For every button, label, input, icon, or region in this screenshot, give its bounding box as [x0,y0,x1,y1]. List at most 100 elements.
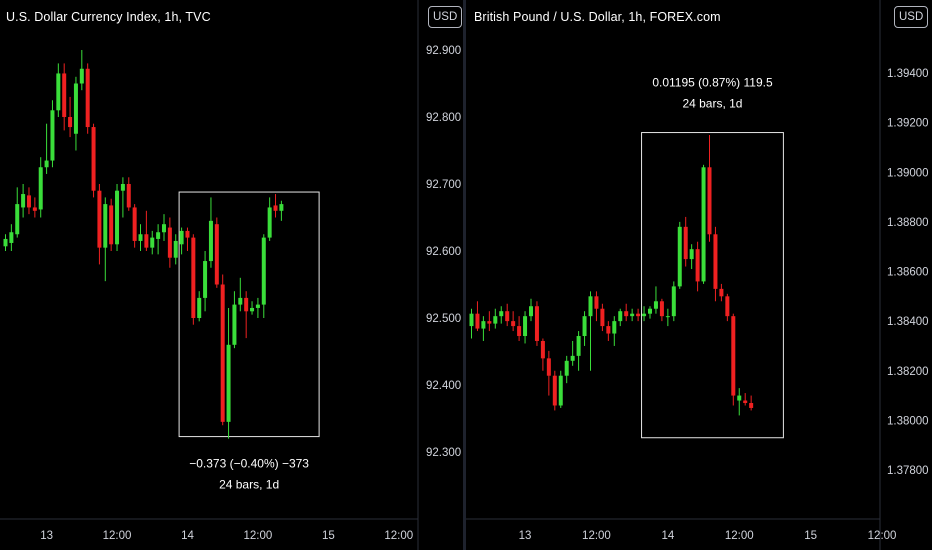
measure-bars-label: 24 bars, 1d [682,97,742,111]
candle-body [250,307,255,312]
price-tick-label: 1.38400 [887,316,929,328]
candle-body [481,321,486,329]
candle-body [707,167,712,235]
candle-body [737,395,742,401]
chart-canvas-dxy[interactable]: 92.900 92.800 92.700 92.600 92.500 92.400 92.3… [0,0,463,550]
candle-body [214,224,219,285]
candle [725,293,730,322]
candle-body [73,83,78,134]
price-tick-label: 92.900 [426,45,461,57]
candle-body [469,313,474,327]
candle [749,395,754,411]
candle-body [9,232,14,243]
price-tick-label: 1.39400 [887,68,929,80]
candle [220,274,225,426]
time-tick-label: 12:00 [725,530,754,542]
candle [32,197,37,218]
price-tick-label: 92.600 [426,246,461,258]
candle-body [683,226,688,260]
candle [261,234,266,318]
candle [115,184,120,251]
price-range-measure-box[interactable] [641,132,784,439]
candle-body [3,238,8,247]
candle [570,340,575,366]
candle [493,308,498,329]
candle [588,291,593,371]
time-tick-label: 15 [322,530,335,542]
candle [606,321,611,341]
candle-body [600,308,605,327]
measure-change-label: 0.01195 (0.87%) 119.5 [652,76,773,90]
candle-body [203,261,208,298]
candle-body [179,230,184,245]
candle-body [564,360,569,376]
candle [618,308,623,327]
candle [191,234,196,325]
candle-body [44,160,49,168]
candle [564,355,569,384]
candle-body [511,321,516,327]
chart-pane-dxy[interactable]: 92.900 92.800 92.700 92.600 92.500 92.400 92.3… [0,0,463,550]
candle-body [15,204,20,235]
candle-body [475,313,480,329]
price-tick-label: 1.39200 [887,118,929,130]
candle [238,277,243,312]
time-tick-label: 12:00 [244,530,273,542]
candle [505,303,510,327]
candle-body [126,184,131,208]
candle [144,210,149,251]
candle-body [267,207,272,238]
candle-body [91,127,96,191]
price-tick-label: 92.300 [426,447,461,459]
candle-body [279,204,284,211]
candle-body [523,316,528,337]
candle [279,200,284,221]
candle [487,311,492,332]
candle-body [749,403,754,408]
candle [255,297,260,318]
candle-body [97,190,102,248]
candle [156,224,161,255]
price-tick-label: 1.38600 [887,267,929,279]
currency-unit-badge[interactable]: USD [428,6,463,28]
candle-body [487,321,492,324]
time-tick-label: 12:00 [384,530,413,542]
candle-body [725,296,730,317]
candle [558,370,563,408]
candle [109,198,114,251]
candle [552,370,557,411]
candle-body [185,230,190,238]
candle [161,214,166,241]
time-tick-label: 13 [519,530,532,542]
chart-canvas-gbpusd[interactable]: 1.39400 1.39200 1.39000 1.38800 1.38600 1.384… [466,0,932,550]
candle-body [62,73,67,117]
candle-body [173,240,178,258]
time-tick-label: 13 [40,530,53,542]
candle [653,286,658,314]
candle [103,197,108,282]
price-range-measure-box[interactable] [178,191,320,438]
candle-body [588,296,593,317]
currency-unit-badge[interactable]: USD [894,6,929,28]
candle [695,241,700,292]
candle [91,123,96,198]
candle [73,76,78,151]
candle-body [659,301,664,317]
chart-pane-gbpusd[interactable]: 1.39400 1.39200 1.39000 1.38800 1.38600 1.384… [466,0,932,550]
candle [203,251,208,312]
candle-body [576,336,581,356]
candle [677,221,682,289]
price-tick-label: 92.500 [426,313,461,325]
candle [731,313,736,406]
price-tick-label: 92.400 [426,380,461,392]
candle [120,177,125,218]
candle [68,96,73,138]
time-tick-label: 12:00 [582,530,611,542]
candle-body [558,375,563,406]
candle-body [85,68,90,128]
candle-body [582,316,587,337]
candle-body [32,207,37,211]
candle [97,184,102,265]
pane-divider[interactable] [463,0,466,550]
candle-body [689,249,694,260]
